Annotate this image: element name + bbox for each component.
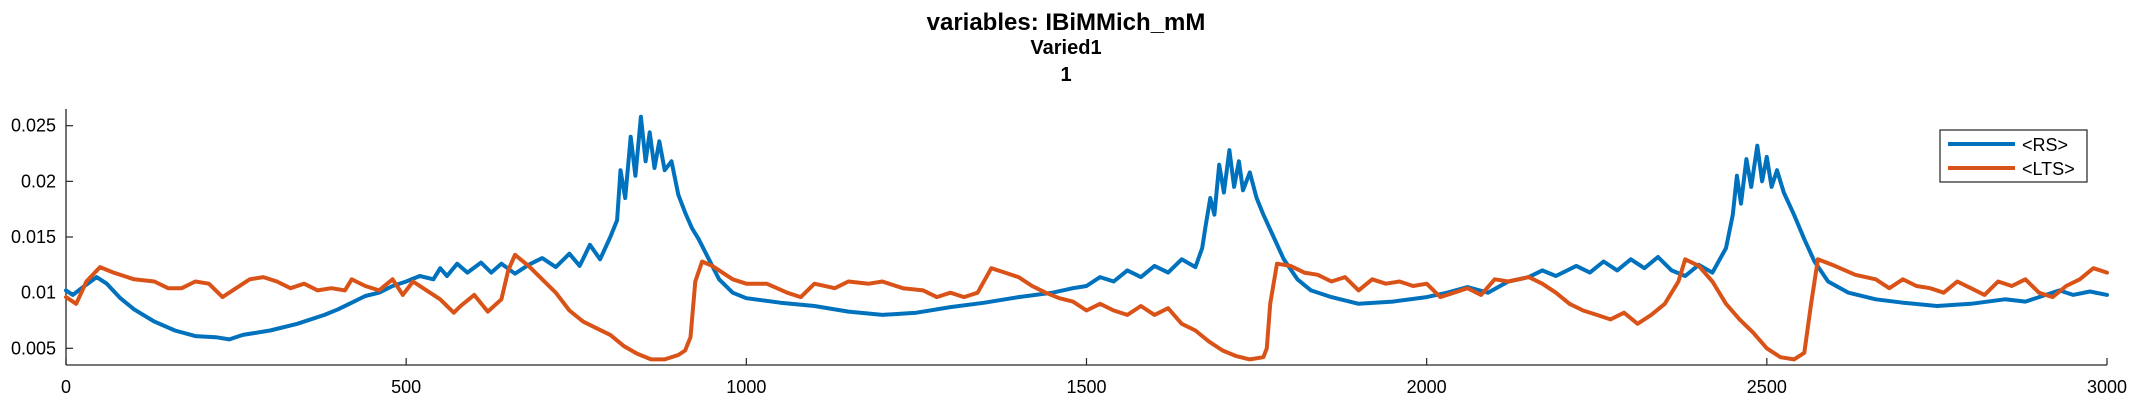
series-layer <box>64 114 2109 362</box>
x-tick-label: 1500 <box>1066 377 1106 397</box>
y-tick-label: 0.005 <box>11 338 56 358</box>
chart-subtitle-line-1: Varied1 <box>1030 37 1101 59</box>
series-line-lts <box>64 252 2109 362</box>
x-tick-label: 0 <box>61 377 71 397</box>
x-tick-label: 500 <box>391 377 421 397</box>
axes-layer: 0 500 1000 1500 2000 2500 3000 0.005 0.01 0.015 0.… <box>11 109 2127 397</box>
x-tick-label: 3000 <box>2087 377 2127 397</box>
legend-label-rs: <RS> <box>2022 135 2068 155</box>
y-tick-label: 0.01 <box>21 283 56 303</box>
x-tick-label: 2000 <box>1407 377 1447 397</box>
chart-subtitle-line-2: 1 <box>1060 64 1071 86</box>
y-tick-label: 0.02 <box>21 171 56 191</box>
legend: <RS> <LTS> <box>1939 129 2088 183</box>
chart-title: variables: IBiMMich_mM <box>927 9 1206 36</box>
y-tick-label: 0.015 <box>11 227 56 247</box>
y-tick-label: 0.025 <box>11 116 56 136</box>
x-tick-label: 1000 <box>726 377 766 397</box>
legend-label-lts: <LTS> <box>2022 159 2075 179</box>
x-tick-label: 2500 <box>1747 377 1787 397</box>
series-line-rs <box>64 114 2109 342</box>
legend-box <box>1939 129 2088 183</box>
